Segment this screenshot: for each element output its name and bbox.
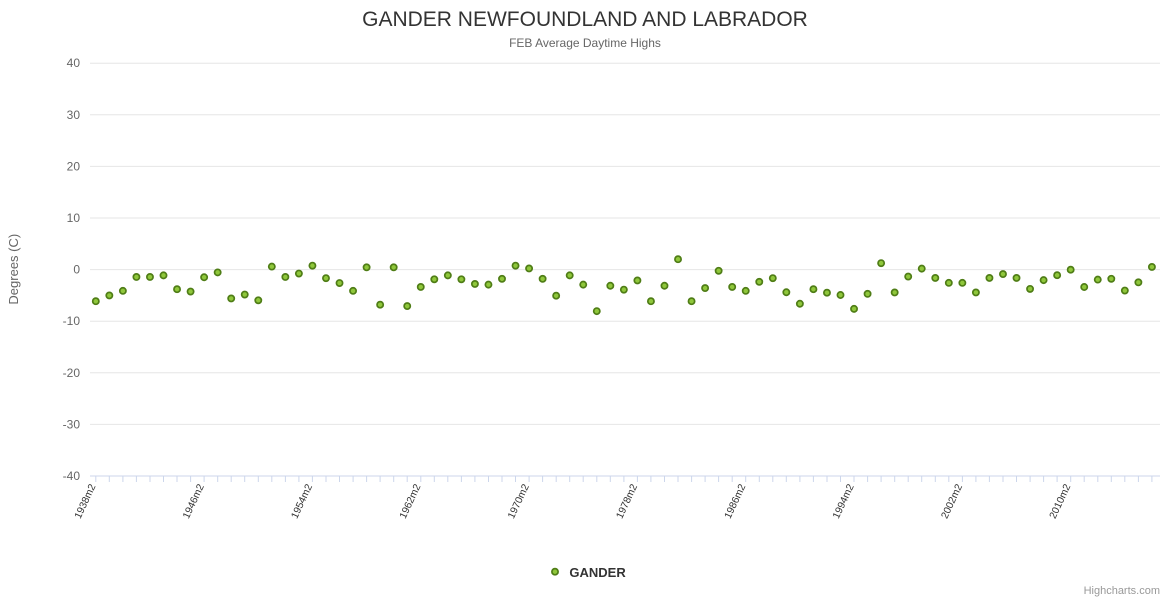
svg-text:-40: -40: [63, 469, 81, 483]
svg-text:40: 40: [67, 56, 81, 70]
svg-text:30: 30: [67, 108, 81, 122]
svg-text:2002m2: 2002m2: [940, 482, 966, 520]
svg-text:0: 0: [73, 263, 80, 277]
svg-text:1946m2: 1946m2: [181, 482, 207, 520]
svg-text:10: 10: [67, 211, 81, 225]
svg-text:GANDER: GANDER: [569, 565, 626, 580]
svg-text:-10: -10: [63, 314, 81, 328]
svg-text:1970m2: 1970m2: [506, 482, 532, 520]
svg-text:-30: -30: [63, 417, 81, 431]
svg-text:1978m2: 1978m2: [615, 482, 641, 520]
svg-text:1954m2: 1954m2: [290, 482, 316, 520]
svg-text:20: 20: [67, 159, 81, 173]
svg-text:1994m2: 1994m2: [831, 482, 857, 520]
svg-text:-20: -20: [63, 366, 81, 380]
svg-text:1986m2: 1986m2: [723, 482, 749, 520]
svg-text:Degrees (C): Degrees (C): [6, 234, 21, 305]
svg-text:Highcharts.com: Highcharts.com: [1084, 585, 1160, 597]
svg-text:1938m2: 1938m2: [73, 482, 99, 520]
svg-text:2010m2: 2010m2: [1048, 482, 1074, 520]
svg-text:1962m2: 1962m2: [398, 482, 424, 520]
